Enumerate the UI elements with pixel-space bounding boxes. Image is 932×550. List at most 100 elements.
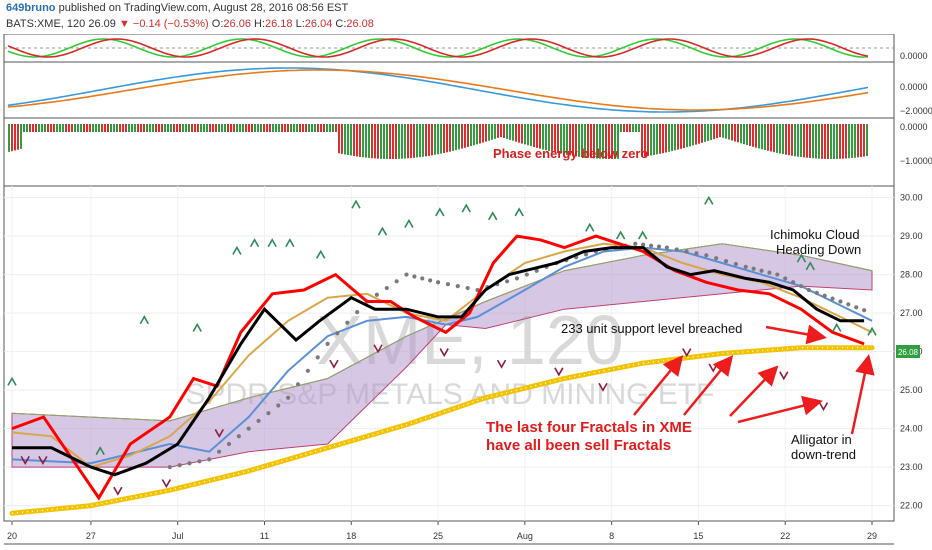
histogram-bar: [416, 124, 418, 158]
histogram-bar: [713, 124, 715, 140]
fractal-down-marker: [373, 344, 383, 354]
histogram-bar: [611, 124, 613, 159]
fractal-down-marker: [554, 367, 564, 377]
histogram-bar: [857, 124, 859, 158]
parabolic-dot: [862, 308, 867, 313]
arrow-alligator: [850, 354, 875, 435]
macd-line: [7, 67, 869, 113]
histogram-bar: [551, 124, 553, 152]
histogram-bar: [815, 124, 817, 159]
histogram-bar: [578, 124, 580, 157]
histogram-bar: [212, 124, 214, 132]
parabolic-dot: [384, 285, 389, 291]
histogram-bar: [770, 124, 772, 152]
histogram-bar: [704, 124, 706, 142]
histogram-bar: [35, 124, 37, 132]
price-panel-frame: [3, 185, 895, 522]
time-tick-label: Jul: [172, 531, 184, 541]
histogram-bar: [428, 124, 430, 156]
histogram-bar: [449, 124, 451, 152]
histogram-bar: [596, 124, 598, 159]
histogram-bar: [320, 124, 322, 132]
histogram-bar: [143, 124, 145, 132]
histogram-bar: [617, 124, 619, 159]
price-tick-label: 25.00: [900, 385, 923, 395]
histogram-bar: [554, 124, 556, 153]
histogram-bar: [359, 124, 361, 157]
histogram-bar: [329, 124, 331, 132]
histogram-bar: [863, 124, 865, 157]
histogram-bar: [641, 124, 643, 157]
histogram-bar: [599, 124, 601, 159]
histogram-bar: [173, 124, 175, 132]
histogram-bar: [401, 124, 403, 159]
histogram-bar: [377, 124, 379, 159]
parabolic-dot: [465, 285, 470, 291]
open-value: 26.06: [223, 18, 251, 30]
histogram-bar: [137, 124, 139, 132]
parabolic-dot: [207, 457, 212, 462]
price-chart[interactable]: XME, 120 SPDR S&P METALS AND MINING ETF …: [0, 34, 932, 550]
histogram-bar: [101, 124, 103, 132]
histogram-bar: [176, 124, 178, 132]
histogram-bar: [251, 124, 253, 132]
histogram-bar: [89, 124, 91, 132]
parabolic-dot: [236, 434, 241, 439]
histogram-bar: [314, 124, 316, 132]
price-tick-label: 27.00: [900, 308, 923, 318]
histogram-bar: [14, 124, 16, 151]
histogram-bar: [584, 124, 586, 158]
histogram-bar: [824, 124, 826, 159]
parabolic-dot: [583, 252, 589, 257]
histogram-bar: [839, 124, 841, 159]
histogram-bar: [62, 124, 64, 132]
histogram-bar: [827, 124, 829, 159]
histogram-bar: [236, 124, 238, 132]
histogram-bar: [752, 124, 754, 147]
time-tick-label: 27: [86, 531, 96, 541]
annotation-phase-energy: Phase energy below zero: [493, 146, 648, 161]
parabolic-dot: [822, 293, 827, 298]
histogram-bar: [419, 124, 421, 158]
histogram-bar: [317, 124, 319, 132]
histogram-bar: [407, 124, 409, 159]
time-tick-label: 29: [867, 531, 877, 541]
publisher-user[interactable]: 649bruno: [6, 2, 56, 14]
wave-oscillator: [4, 38, 894, 58]
histogram-bar: [821, 124, 823, 159]
change-value: −0.14 (−0.53%): [132, 18, 209, 30]
close-label: C:: [335, 18, 347, 30]
histogram-bar: [605, 124, 607, 159]
time-tick-label: 22: [780, 531, 790, 541]
arrow-fractal-4: [737, 395, 823, 424]
histogram-bar: [182, 124, 184, 132]
histogram-bar: [779, 124, 781, 154]
low-label: L:: [295, 18, 305, 30]
histogram-bar: [374, 124, 376, 159]
price-tick-label: 29.00: [900, 231, 923, 241]
last-price: 26.09: [88, 18, 116, 30]
parabolic-dot: [759, 268, 764, 273]
histogram-bar: [422, 124, 424, 157]
fractal-down-marker: [20, 455, 30, 466]
parabolic-dot: [714, 256, 719, 261]
fractal-up-marker: [404, 218, 414, 228]
histogram-bar: [707, 124, 709, 141]
parabolic-dot: [767, 270, 772, 275]
histogram-bar: [83, 124, 85, 132]
histogram-bar: [248, 124, 250, 132]
histogram-bar: [764, 124, 766, 151]
histogram-bar: [497, 124, 499, 138]
histogram-bar: [323, 124, 325, 132]
symbol-line: BATS:XME, 120 26.09 ▼ −0.14 (−0.53%) O:2…: [6, 18, 374, 30]
fractal-up-marker: [139, 315, 150, 325]
histogram-bar: [224, 124, 226, 132]
histogram-bar: [227, 124, 229, 132]
histogram-bar: [440, 124, 442, 154]
histogram-bar: [701, 124, 703, 143]
histogram-bar: [485, 124, 487, 142]
fractal-up-marker: [192, 322, 202, 332]
oscillator-tick-label: 0.0000: [900, 51, 928, 61]
fractal-up-marker: [316, 249, 326, 259]
symbol-label[interactable]: BATS:XME, 120: [6, 18, 86, 30]
